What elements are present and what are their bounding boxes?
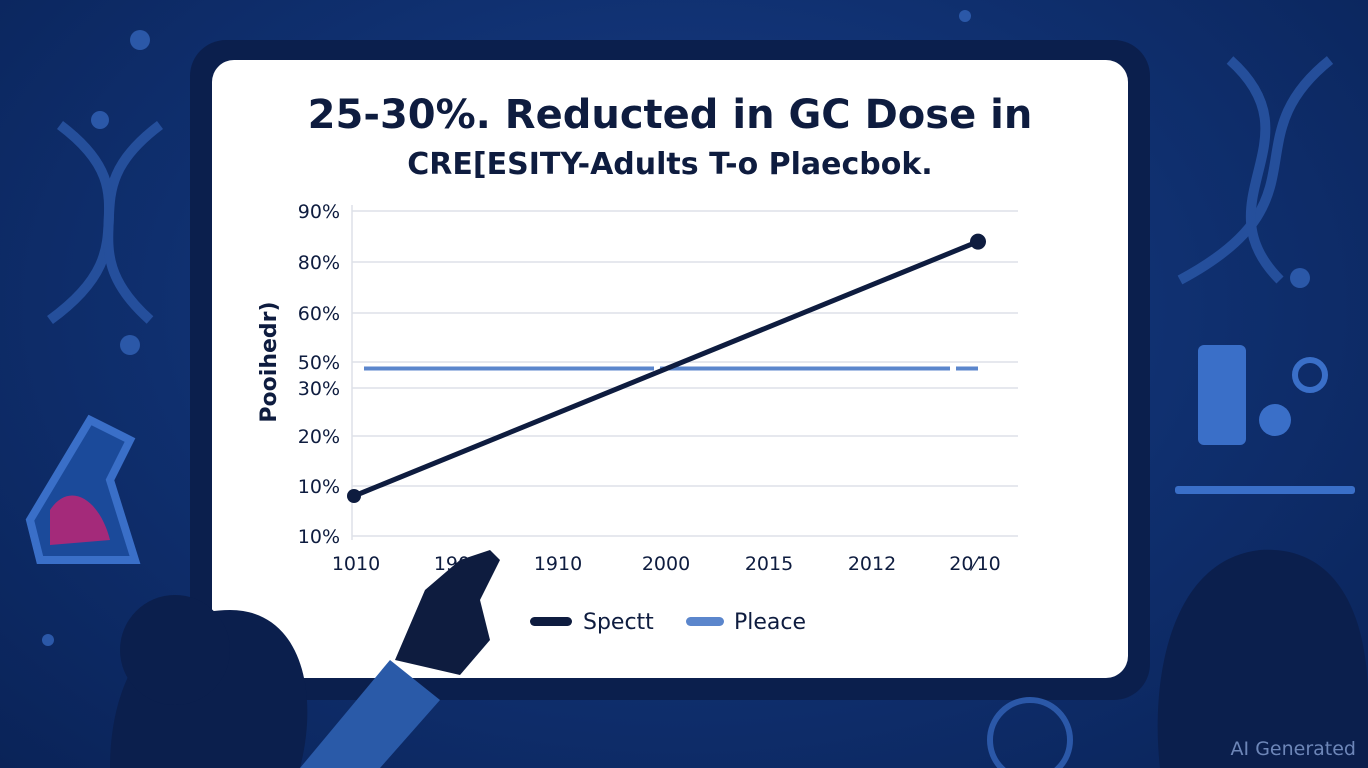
flask-icon — [25, 414, 141, 564]
microscope-icon — [1175, 345, 1355, 494]
x-tick-label: 2012 — [848, 553, 896, 575]
y-tick-label: 20% — [298, 426, 340, 448]
data-point — [347, 489, 361, 503]
legend-label-spectt: Spectt — [583, 610, 654, 635]
y-tick-label: 80% — [298, 252, 340, 274]
y-tick-label: 90% — [298, 201, 340, 223]
person-right — [1157, 549, 1368, 768]
x-tick-label: 2000 — [642, 553, 690, 575]
x-tick-label: 2015 — [745, 553, 793, 575]
chart-title: 25-30%. Reducted in GC Dose in — [307, 92, 1033, 138]
legend-swatch-pleace — [686, 617, 724, 626]
series-line-spectt — [353, 239, 979, 499]
x-tick-label: 1010 — [332, 553, 380, 575]
dna-icon-left — [47, 121, 164, 325]
y-tick-label: 10% — [298, 476, 340, 498]
y-axis-label: Pooihedr) — [257, 301, 282, 422]
chart-subtitle: CRE[ESITY-Adults T-o Plaecbok. — [407, 147, 933, 182]
legend-swatch-spectt — [530, 617, 572, 626]
pointing-hand — [395, 550, 500, 675]
atom-icon — [987, 697, 1073, 768]
x-tick-label: 1910 — [534, 553, 582, 575]
legend-label-pleace: Pleace — [734, 610, 806, 635]
y-tick-label: 10% — [298, 526, 340, 548]
y-tick-label: 60% — [298, 303, 340, 325]
y-tick-label: 50% — [298, 352, 340, 374]
x-tick-label: 20⁄10 — [949, 553, 1001, 575]
data-point — [970, 233, 986, 250]
dna-icon-right — [1177, 56, 1334, 285]
y-tick-label: 30% — [298, 378, 340, 400]
watermark: AI Generated — [1230, 738, 1356, 760]
arm — [300, 660, 440, 768]
